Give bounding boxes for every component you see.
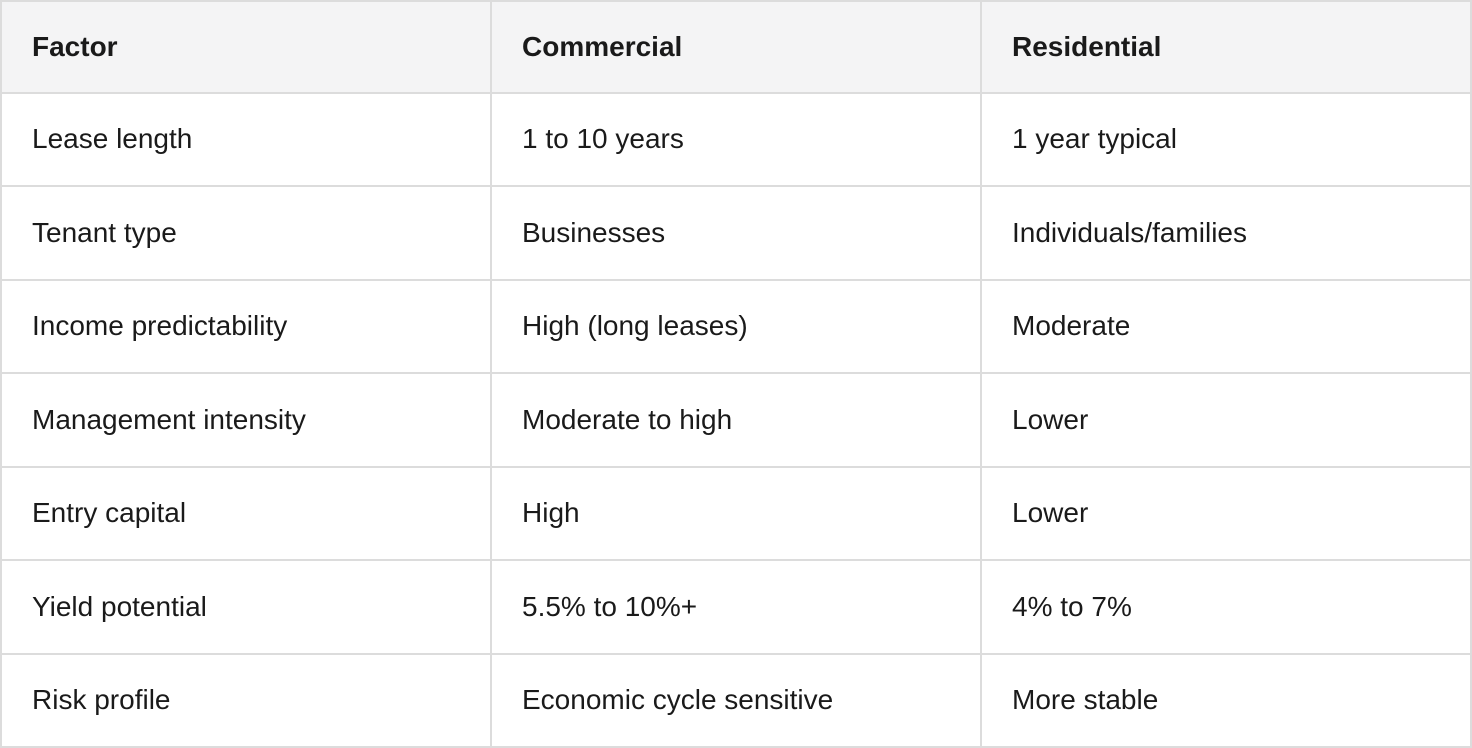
cell-residential: Lower — [980, 372, 1472, 468]
cell-commercial: Moderate to high — [490, 372, 982, 468]
table-row: Yield potential 5.5% to 10%+ 4% to 7% — [0, 559, 1472, 655]
header-cell-factor: Factor — [0, 0, 492, 94]
cell-residential: 4% to 7% — [980, 559, 1472, 655]
header-cell-residential: Residential — [980, 0, 1472, 94]
header-cell-commercial: Commercial — [490, 0, 982, 94]
cell-factor: Management intensity — [0, 372, 492, 468]
table-row: Lease length 1 to 10 years 1 year typica… — [0, 91, 1472, 187]
cell-factor: Lease length — [0, 91, 492, 187]
header-row: Factor Commercial Residential — [0, 0, 1472, 94]
cell-factor: Yield potential — [0, 559, 492, 655]
cell-commercial: Economic cycle sensitive — [490, 652, 982, 748]
cell-commercial: 1 to 10 years — [490, 91, 982, 187]
table-row: Management intensity Moderate to high Lo… — [0, 372, 1472, 468]
cell-residential: 1 year typical — [980, 91, 1472, 187]
cell-residential: Individuals/families — [980, 185, 1472, 281]
table-row: Income predictability High (long leases)… — [0, 278, 1472, 374]
cell-commercial: Businesses — [490, 185, 982, 281]
table-body: Lease length 1 to 10 years 1 year typica… — [0, 91, 1472, 748]
cell-residential: Moderate — [980, 278, 1472, 374]
cell-commercial: 5.5% to 10%+ — [490, 559, 982, 655]
cell-commercial: High — [490, 465, 982, 561]
cell-factor: Tenant type — [0, 185, 492, 281]
cell-residential: More stable — [980, 652, 1472, 748]
table-row: Tenant type Businesses Individuals/famil… — [0, 185, 1472, 281]
cell-commercial: High (long leases) — [490, 278, 982, 374]
cell-residential: Lower — [980, 465, 1472, 561]
cell-factor: Income predictability — [0, 278, 492, 374]
table-row: Risk profile Economic cycle sensitive Mo… — [0, 652, 1472, 748]
cell-factor: Risk profile — [0, 652, 492, 748]
cell-factor: Entry capital — [0, 465, 492, 561]
table-row: Entry capital High Lower — [0, 465, 1472, 561]
table-header: Factor Commercial Residential — [0, 0, 1472, 94]
